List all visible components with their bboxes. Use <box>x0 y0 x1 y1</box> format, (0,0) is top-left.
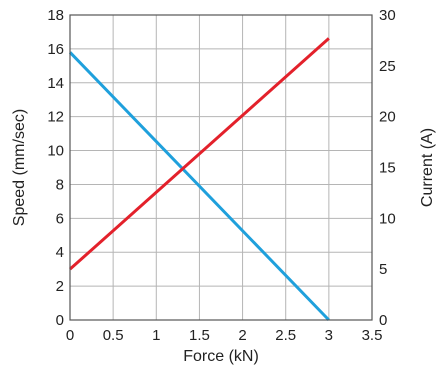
y-left-tick-label: 6 <box>56 210 64 227</box>
y-right-tick-label: 15 <box>379 160 396 177</box>
x-tick-label: 2.5 <box>275 327 296 344</box>
tick-labels: 0 0.5 1 1.5 2 2.5 3 3.5024681012141618051015202… <box>47 7 395 344</box>
x-tick-label: 3.5 <box>362 327 383 344</box>
y-axis-left-title: Speed (mm/sec) <box>11 109 28 226</box>
y-left-tick-label: 10 <box>47 143 64 160</box>
y-right-tick-label: 20 <box>379 109 396 126</box>
y-left-tick-label: 0 <box>56 312 64 329</box>
x-tick-label: 1 <box>152 327 160 344</box>
speed-line <box>68 51 330 322</box>
y-axis-right-title: Current (A) <box>419 128 436 207</box>
current-line <box>69 37 330 271</box>
x-tick-label: 1.5 <box>189 327 210 344</box>
series-lines <box>68 37 330 322</box>
y-left-tick-label: 2 <box>56 278 64 295</box>
y-left-tick-label: 16 <box>47 41 64 58</box>
grid <box>69 14 373 321</box>
x-tick-label: 2 <box>238 327 246 344</box>
y-left-tick-label: 12 <box>47 109 64 126</box>
y-right-tick-label: 10 <box>379 210 396 227</box>
y-right-tick-label: 30 <box>379 7 396 24</box>
y-left-tick-label: 8 <box>56 176 64 193</box>
y-right-tick-label: 0 <box>379 312 387 329</box>
x-tick-label: 3 <box>325 327 333 344</box>
y-left-tick-label: 18 <box>47 7 64 24</box>
plot-frame <box>69 14 373 321</box>
y-left-tick-label: 4 <box>56 244 64 261</box>
y-left-tick-label: 14 <box>47 75 64 92</box>
x-tick-label: 0.5 <box>103 327 124 344</box>
x-axis-title: Force (kN) <box>183 348 259 365</box>
x-tick-label: 0 <box>66 327 74 344</box>
y-right-tick-label: 5 <box>379 261 387 278</box>
y-right-tick-label: 25 <box>379 58 396 75</box>
